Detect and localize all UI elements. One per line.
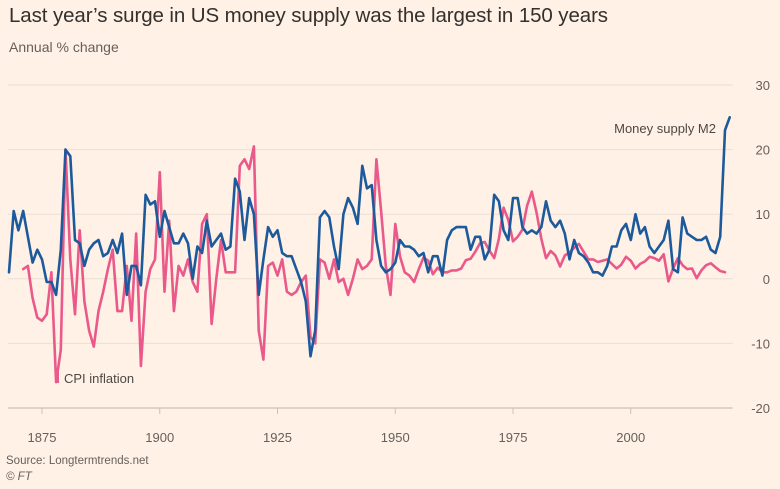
x-tick-label: 1875 xyxy=(28,430,57,445)
series-line-money-supply-m2 xyxy=(7,116,732,358)
x-tick-label: 1975 xyxy=(499,430,528,445)
label-money-supply-m2: Money supply M2 xyxy=(614,121,716,136)
y-tick-label: 10 xyxy=(756,207,770,222)
label-cpi-inflation: CPI inflation xyxy=(64,371,134,386)
y-tick-label: 0 xyxy=(763,272,770,287)
x-tick-label: 1900 xyxy=(145,430,174,445)
copyright: © FT xyxy=(6,471,32,483)
source-note: Source: Longtermtrends.net xyxy=(6,455,149,467)
series-line-cpi-inflation xyxy=(21,145,727,384)
y-tick-label: 20 xyxy=(756,143,770,158)
chart-subtitle: Annual % change xyxy=(9,39,119,55)
x-tick-label: 2000 xyxy=(616,430,645,445)
y-tick-label: -10 xyxy=(751,336,770,351)
y-tick-label: 30 xyxy=(756,78,770,93)
chart-title: Last year’s surge in US money supply was… xyxy=(9,4,608,27)
y-tick-label: -20 xyxy=(751,401,770,416)
x-tick-label: 1925 xyxy=(263,430,292,445)
x-tick-label: 1950 xyxy=(381,430,410,445)
